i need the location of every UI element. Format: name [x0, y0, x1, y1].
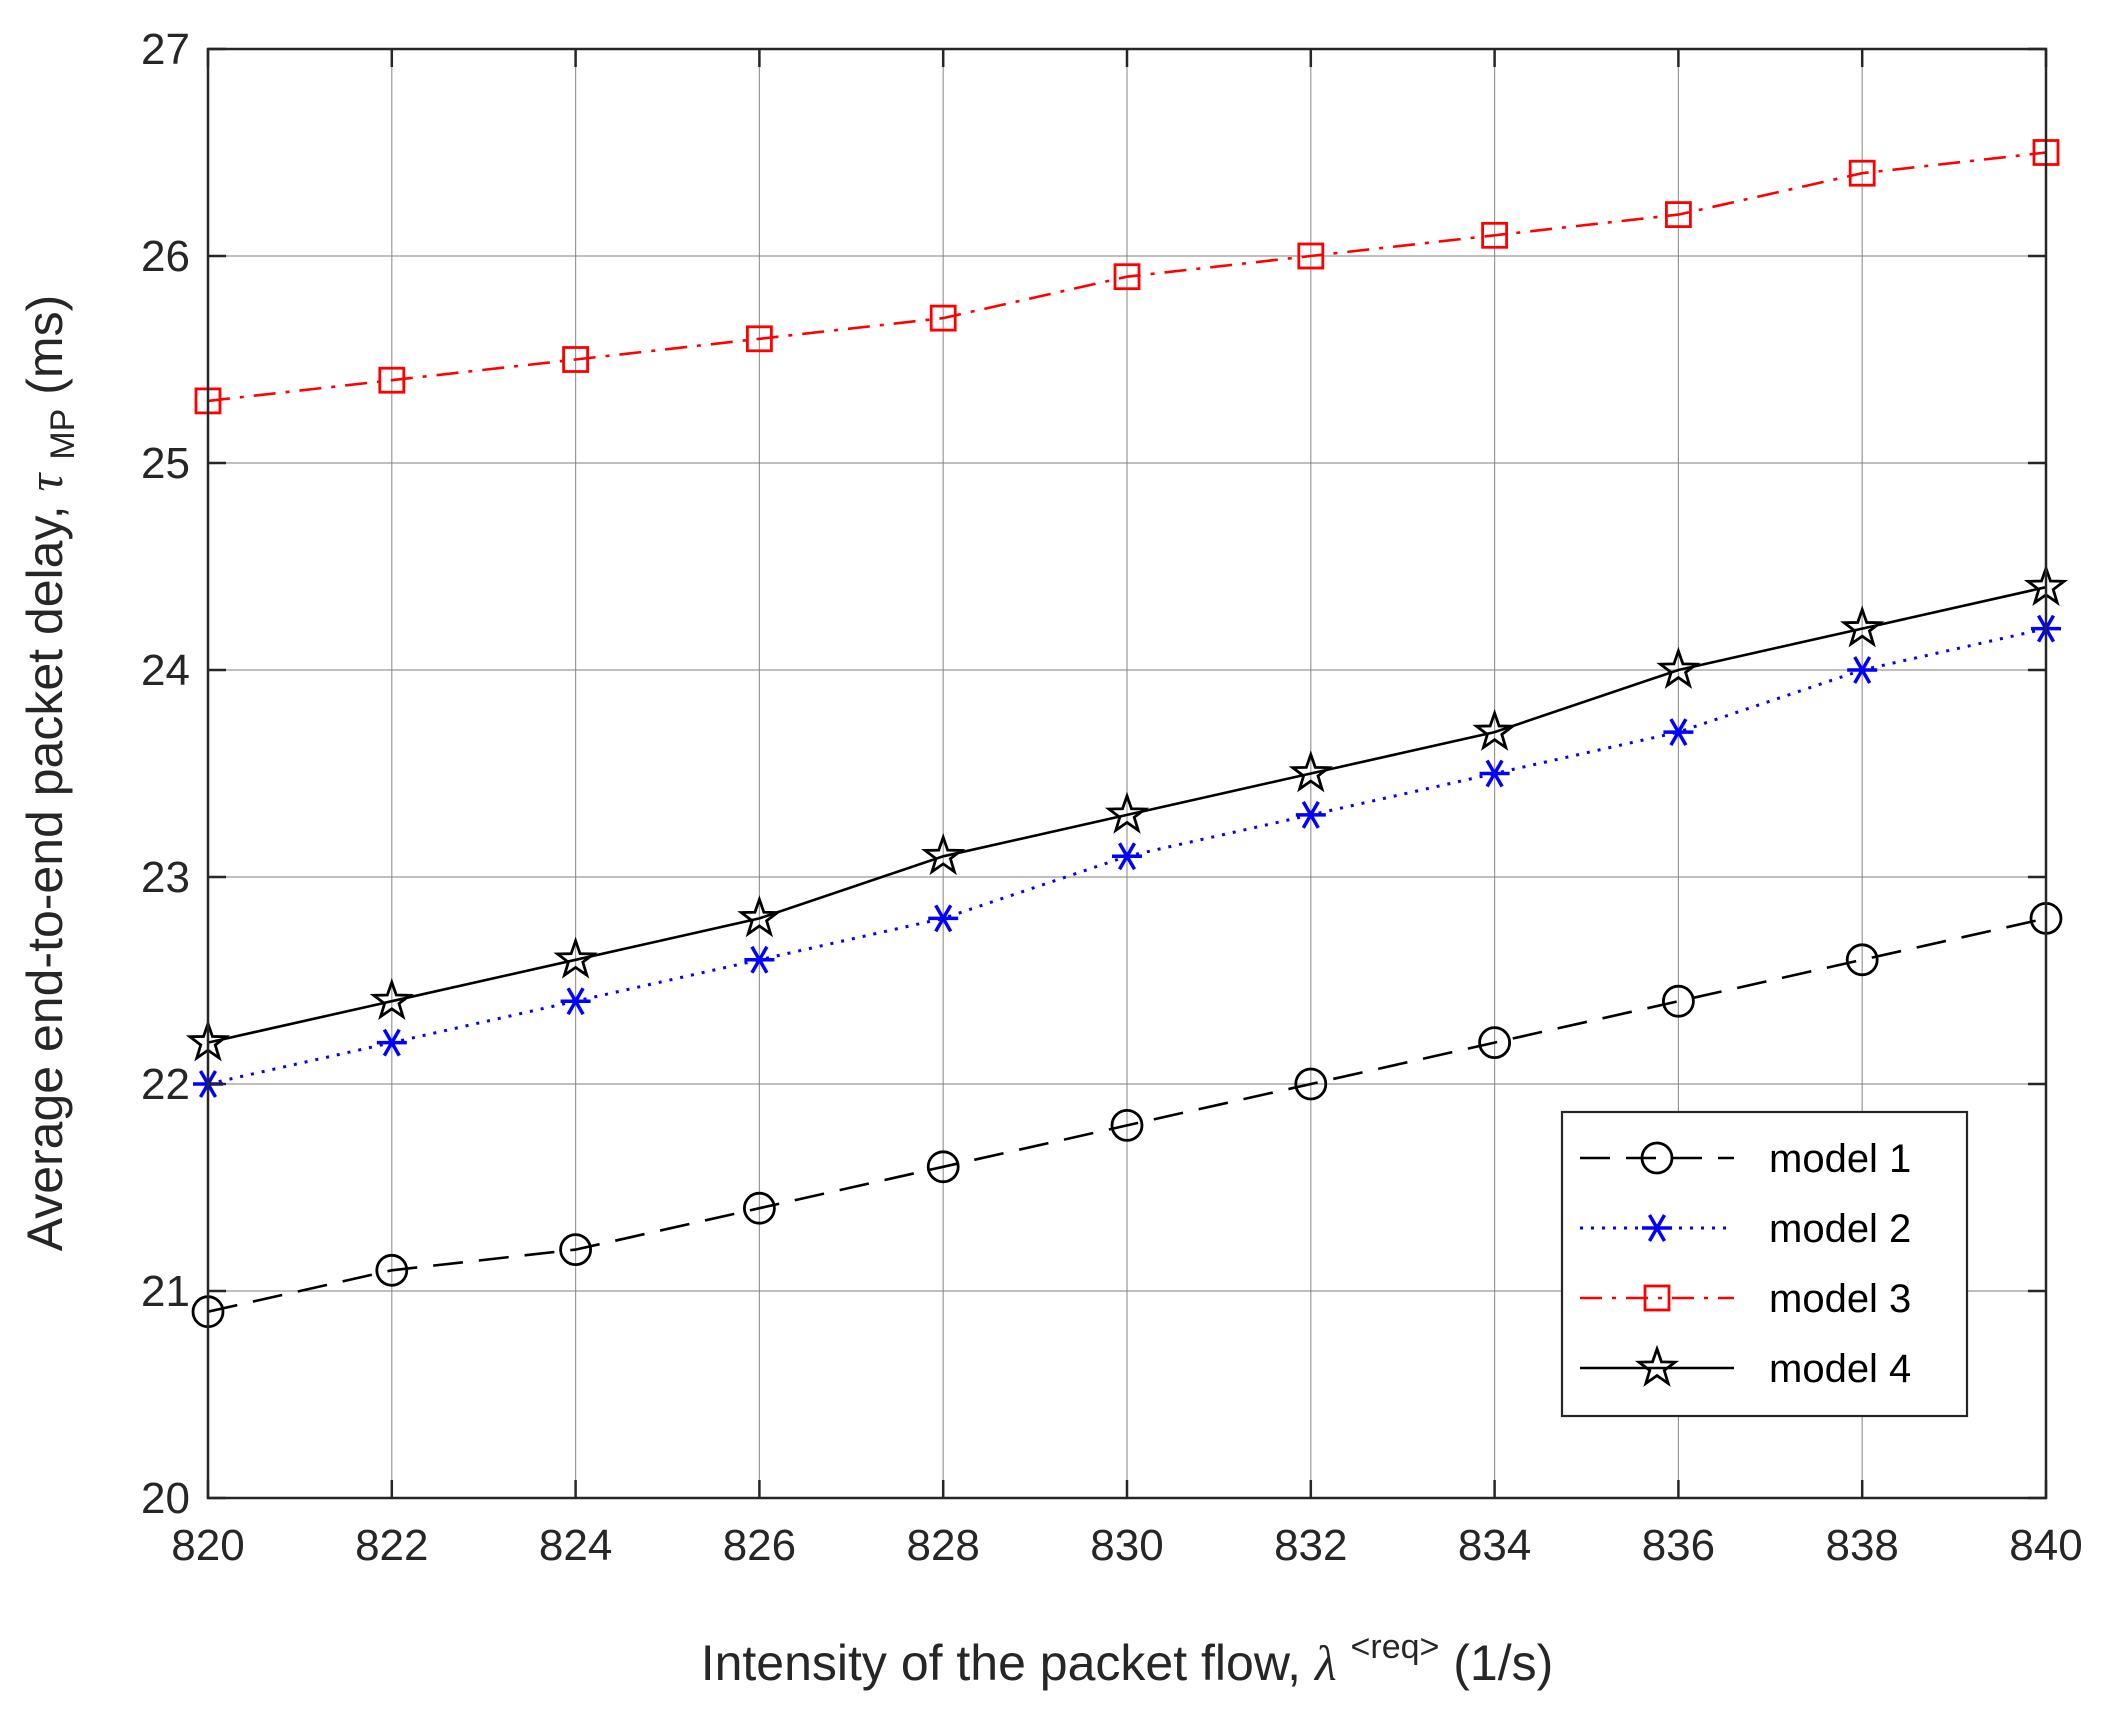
tick-labels: 820 822 824 826 828 830 832 834 836 838 840 20 21 22 2…	[141, 25, 2083, 1570]
y-tick-label: 24	[141, 646, 190, 695]
data-point	[553, 936, 598, 979]
data-point	[1665, 201, 1692, 229]
y-tick-label: 22	[141, 1060, 190, 1109]
data-point	[1288, 750, 1333, 793]
x-tick-label: 836	[1642, 1521, 1715, 1570]
data-point	[1479, 759, 1510, 788]
data-point	[1104, 791, 1150, 834]
data-point	[369, 977, 414, 1021]
legend-label: model 1	[1769, 1137, 1911, 1181]
series-line	[207, 917, 2047, 1313]
data-point	[1297, 242, 1325, 270]
data-point	[1840, 605, 1885, 648]
y-tick-label: 21	[141, 1267, 190, 1316]
data-point	[375, 1253, 409, 1287]
data-point	[378, 366, 406, 394]
legend: model 1 model 2 model 3 model 4	[1560, 1110, 1969, 1418]
legend-label: model 2	[1769, 1207, 1911, 1251]
x-axis-title: Intensity of the packet flow, λ <req> (1…	[701, 1613, 1554, 1691]
data-point	[1113, 263, 1141, 291]
legend-label: model 4	[1769, 1347, 1911, 1391]
y-axis-title-suffix: (ms)	[17, 295, 73, 395]
legend-marker	[1643, 1284, 1671, 1312]
series-4	[185, 563, 2069, 1062]
series-line	[207, 585, 2047, 1044]
x-tick-label: 828	[906, 1521, 979, 1570]
y-tick-label: 25	[141, 439, 190, 488]
data-point	[562, 346, 589, 373]
data-point	[559, 1233, 592, 1266]
y-tick-label: 20	[141, 1474, 190, 1523]
series-line	[207, 151, 2047, 403]
x-tick-label: 820	[171, 1521, 244, 1570]
series-2	[193, 614, 2061, 1098]
y-axis-title: Average end-to-end packet delay, τ MP (m…	[17, 295, 85, 1251]
x-tick-label: 834	[1458, 1521, 1531, 1570]
data-point	[560, 987, 591, 1016]
x-tick-label: 832	[1274, 1521, 1347, 1570]
series-3	[194, 139, 2060, 415]
y-tick-label: 26	[141, 232, 190, 281]
x-tick-label: 822	[355, 1521, 428, 1570]
x-tick-label: 824	[539, 1521, 612, 1570]
data-point	[737, 895, 782, 938]
data-point	[1845, 943, 1879, 977]
legend-marker	[1640, 1141, 1674, 1175]
legend-label: model 3	[1769, 1277, 1911, 1321]
x-axis-title-suffix: (1/s)	[1453, 1635, 1553, 1691]
data-point	[1848, 159, 1876, 187]
x-axis-title-symbol: λ	[1313, 1635, 1337, 1691]
data-point	[1112, 842, 1142, 871]
y-tick-label: 23	[141, 853, 190, 902]
data-point	[929, 304, 957, 332]
legend-marker	[1642, 1214, 1672, 1242]
legend-marker	[1634, 1344, 1680, 1387]
data-point	[921, 833, 966, 876]
data-point	[1478, 1026, 1511, 1059]
y-axis-title-subscript: MP	[44, 409, 82, 460]
data-point	[1656, 646, 1701, 689]
data-point	[376, 1028, 407, 1057]
data-point	[928, 904, 959, 933]
x-axis-title-superscript: <req>	[1351, 1628, 1440, 1666]
y-axis-title-symbol: τ	[17, 471, 73, 491]
data-point	[1847, 656, 1878, 684]
x-tick-label: 826	[723, 1521, 796, 1570]
data-point	[746, 325, 773, 353]
x-tick-label: 830	[1090, 1521, 1163, 1570]
series-layer	[185, 139, 2069, 1329]
legend-box	[1560, 1110, 1969, 1418]
axis-ticks	[206, 47, 2048, 1500]
x-tick-label: 838	[1825, 1521, 1898, 1570]
data-point	[743, 1191, 776, 1225]
x-tick-label: 840	[2009, 1521, 2082, 1570]
data-point	[1663, 718, 1694, 746]
data-point	[1110, 1109, 1144, 1142]
y-tick-label: 27	[141, 25, 190, 74]
data-point	[744, 945, 775, 974]
y-axis-title-prefix: Average end-to-end packet delay,	[17, 491, 73, 1251]
data-point	[1481, 221, 1508, 249]
data-point	[1662, 984, 1695, 1018]
data-point	[926, 1150, 960, 1184]
data-point	[1295, 801, 1326, 829]
data-point	[1472, 708, 1517, 751]
x-axis-title-prefix: Intensity of the packet flow,	[701, 1635, 1315, 1691]
data-point	[1294, 1067, 1328, 1101]
